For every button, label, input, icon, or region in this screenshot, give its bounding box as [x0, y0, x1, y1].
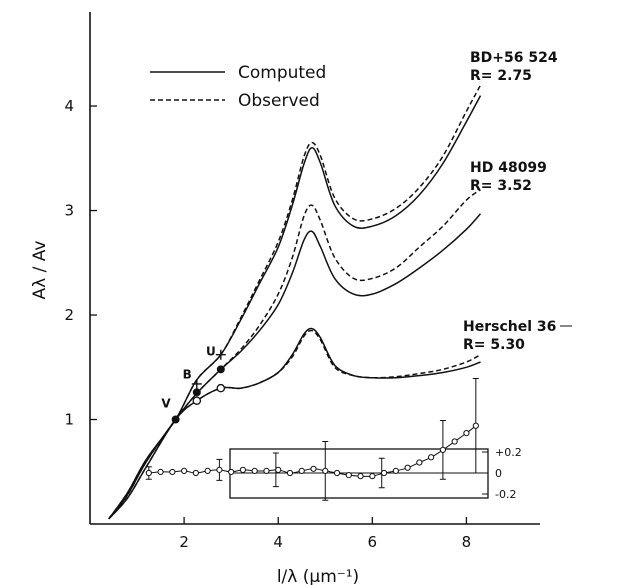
residual-point	[251, 467, 258, 474]
filled-point	[192, 388, 201, 397]
residual-point	[404, 464, 411, 471]
filled-point	[216, 365, 225, 374]
legend-observed-label: Observed	[238, 91, 320, 111]
computed-curve	[108, 327, 481, 520]
residual-point	[416, 459, 423, 466]
plus-point	[191, 378, 202, 389]
legend-computed-label: Computed	[238, 63, 326, 83]
residual-point	[145, 469, 152, 477]
band-markers: V BU	[161, 344, 215, 410]
observed-curve	[108, 329, 481, 520]
residual-point	[322, 467, 329, 474]
residual-point	[169, 468, 176, 476]
curve-label-r: R= 3.52	[470, 178, 532, 194]
residual-point	[239, 466, 247, 473]
residual-point	[275, 466, 282, 473]
curve-label-name: BD+56 524	[470, 50, 558, 66]
curve-label-name: Herschel 36	[463, 319, 556, 335]
residual-point	[298, 467, 305, 474]
residual-tick-label: 0	[495, 467, 502, 480]
x-tick-label: 2	[179, 533, 189, 551]
observed-curve	[108, 188, 481, 520]
residual-point	[263, 467, 270, 474]
residual-point	[310, 465, 317, 472]
residual-point	[472, 422, 479, 429]
x-tick-label: 6	[368, 533, 378, 551]
residual-point	[345, 472, 352, 479]
band-label: B	[183, 367, 192, 381]
residual-point	[181, 467, 188, 474]
residual-point	[439, 446, 446, 453]
filled-point	[171, 415, 180, 424]
curve-label-name: HD 48099	[470, 160, 547, 176]
observed-curve	[108, 84, 482, 520]
computed-curve	[108, 95, 482, 520]
residual-point	[369, 473, 376, 480]
x-tick-label: 8	[462, 533, 472, 551]
residual-point	[451, 438, 458, 445]
y-tick-label: 1	[64, 411, 74, 429]
residual-point	[192, 469, 199, 477]
residual-point	[357, 473, 364, 480]
y-tick-label: 3	[64, 202, 74, 220]
y-axis-title: Aλ / Av	[30, 241, 50, 300]
curve-label-r: R= 5.30	[463, 337, 525, 353]
residual-inset: +0.2 0 -0.2	[145, 378, 522, 501]
curve-label-r: R= 2.75	[470, 68, 532, 84]
y-tick-label: 4	[64, 97, 74, 115]
residual-tick-label: -0.2	[495, 488, 516, 501]
residual-point	[157, 468, 164, 476]
band-label: U	[206, 344, 216, 358]
legend: Computed Observed	[150, 63, 326, 111]
residual-point	[428, 454, 435, 461]
curve-labels: BD+56 524 R= 2.75 HD 48099 R= 3.52 Hersc…	[463, 50, 572, 353]
residual-point	[380, 469, 388, 477]
residual-point	[392, 467, 399, 474]
open-point	[216, 383, 226, 393]
series-layer	[108, 84, 482, 520]
residual-ticks: +0.2 0 -0.2	[482, 446, 522, 501]
residual-points	[145, 378, 479, 501]
residual-point	[216, 466, 223, 473]
y-ticks: 1 2 3 4	[64, 97, 97, 429]
open-point	[192, 396, 202, 405]
residual-point	[286, 469, 294, 477]
residual-point	[204, 467, 211, 474]
x-ticks: 2 4 6 8	[179, 517, 471, 551]
observed-points	[171, 349, 226, 424]
x-tick-label: 4	[273, 533, 283, 551]
x-axis-title: l/λ (μm⁻¹)	[277, 567, 359, 585]
residual-point	[228, 468, 235, 476]
residual-point	[463, 430, 470, 437]
residual-tick-label: +0.2	[495, 446, 522, 459]
plus-point	[215, 349, 226, 360]
y-tick-label: 2	[64, 306, 74, 324]
residual-point	[333, 469, 341, 477]
band-label: V	[161, 397, 171, 411]
